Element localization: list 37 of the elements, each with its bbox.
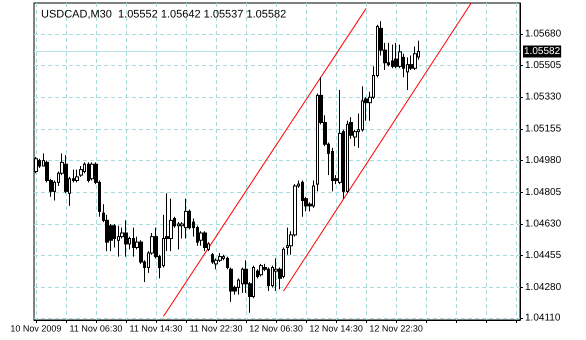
x-tick-label: 12 Nov 14:30	[309, 324, 363, 334]
candlestick	[406, 56, 409, 90]
candlestick	[117, 225, 120, 258]
candlestick	[184, 198, 188, 239]
text: USDCAD,M30 1.05552 1.05642 1.05537 1.05582	[41, 8, 286, 20]
candlestick	[391, 44, 394, 69]
x-tick-label: 10 Nov 2009	[10, 324, 62, 334]
candlestick	[75, 169, 79, 183]
candlestick	[132, 227, 135, 258]
candlestick	[90, 162, 94, 182]
x-tick-label: 12 Nov 22:30	[369, 324, 423, 334]
candlestick	[312, 180, 315, 208]
y-tick-label: 1.05680	[525, 28, 562, 40]
y-tick-label: 1.04455	[525, 250, 562, 262]
candlestick	[124, 220, 128, 258]
candlestick	[387, 42, 390, 67]
candlestick	[394, 42, 398, 69]
candlestick	[87, 162, 90, 183]
ref-line-label: 1.05582	[524, 46, 561, 58]
candlestick	[301, 180, 304, 218]
y-tick-label: 1.05505	[525, 60, 562, 71]
x-tick-label: 11 Nov 06:30	[69, 324, 122, 334]
x-tick-label: 11 Nov 22:30	[190, 324, 242, 334]
x-tick-label: 12 Nov 06:30	[249, 324, 303, 334]
y-tick-label: 1.04630	[525, 218, 562, 230]
y-tick-label: 1.05155	[525, 123, 562, 134]
x-tick-label: 11 Nov 14:30	[130, 324, 182, 334]
candlestick	[286, 227, 289, 256]
y-tick-label: 1.04805	[525, 186, 562, 198]
candlestick	[274, 258, 278, 292]
y-tick-label: 1.05330	[525, 92, 562, 103]
y-tick-label: 1.04980	[525, 155, 562, 166]
y-tick-label: 1.04280	[525, 282, 562, 293]
candlestick	[259, 263, 263, 278]
candlestick	[203, 230, 207, 252]
candlestick	[267, 266, 270, 292]
y-tick-label: 1.04110	[525, 312, 561, 324]
